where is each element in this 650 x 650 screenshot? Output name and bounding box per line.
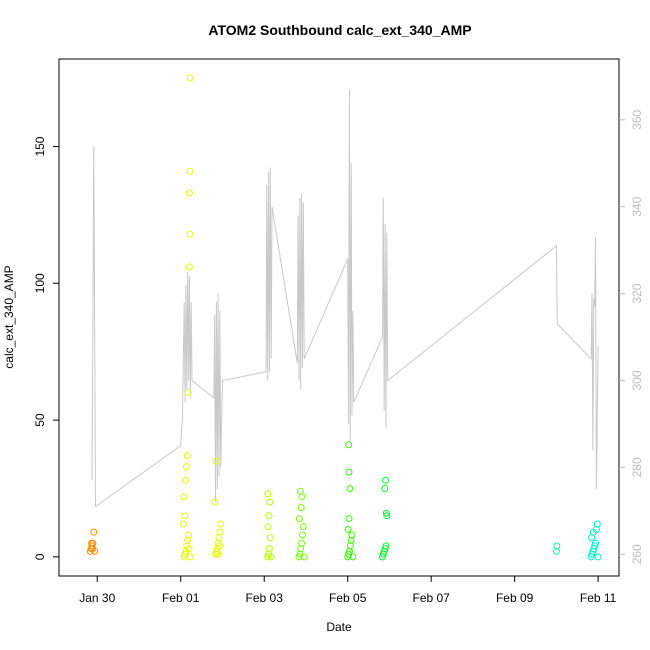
- x-tick-label: Feb 05: [329, 591, 367, 605]
- data-point: [295, 515, 303, 523]
- data-point: [345, 441, 353, 449]
- y2-tick-label: 320: [630, 283, 644, 303]
- data-point: [345, 515, 353, 523]
- data-point: [382, 542, 390, 550]
- x-axis-label: Date: [326, 620, 352, 634]
- data-point: [382, 509, 390, 517]
- y-tick-label: 150: [33, 136, 47, 156]
- data-point: [186, 553, 194, 561]
- y-axis-left: 0 50 100 150: [33, 136, 59, 560]
- data-point: [299, 531, 306, 539]
- y2-tick-label: 260: [630, 544, 644, 564]
- data-point: [88, 539, 96, 547]
- data-point: [300, 553, 308, 561]
- x-tick-label: Jan 30: [79, 591, 115, 605]
- data-point: [216, 528, 224, 536]
- y2-tick-label: 300: [630, 370, 644, 390]
- data-point: [553, 542, 561, 550]
- data-point: [299, 523, 307, 531]
- data-point: [298, 539, 306, 547]
- data-point: [217, 520, 225, 528]
- y-tick-label: 50: [33, 413, 47, 427]
- data-point: [297, 504, 305, 512]
- series-line: [91, 89, 599, 508]
- x-axis: Jan 30 Feb 01 Feb 03 Feb 05 Feb 07 Feb 09 Feb …: [79, 576, 617, 605]
- y-axis-label: calc_ext_340_AMP: [2, 265, 16, 368]
- y2-tick-label: 360: [630, 109, 644, 129]
- data-point: [344, 526, 352, 533]
- y-tick-label: 0: [33, 553, 47, 560]
- data-point: [180, 493, 188, 501]
- data-point: [347, 536, 355, 544]
- x-tick-label: Feb 07: [412, 591, 450, 605]
- data-point: [215, 534, 223, 542]
- data-point: [186, 167, 194, 175]
- y2-tick-label: 280: [630, 457, 644, 477]
- data-point: [382, 476, 389, 484]
- data-point: [186, 230, 194, 238]
- y-tick-label: 100: [33, 273, 47, 293]
- data-point: [185, 189, 193, 197]
- data-point: [267, 553, 275, 561]
- data-point: [383, 512, 391, 520]
- data-point: [185, 545, 193, 553]
- data-point: [181, 512, 189, 520]
- x-tick-label: Feb 01: [162, 591, 200, 605]
- data-point: [182, 476, 189, 484]
- data-point: [266, 498, 274, 506]
- data-point: [264, 523, 272, 531]
- y-axis-right: 260 280 300 320 340 360: [619, 109, 644, 564]
- data-point: [184, 389, 192, 397]
- y2-tick-label: 340: [630, 196, 644, 216]
- data-point: [264, 490, 272, 498]
- x-tick-label: Feb 11: [580, 591, 617, 605]
- chart-title: ATOM2 Southbound calc_ext_340_AMP: [208, 22, 471, 38]
- data-point: [346, 542, 354, 550]
- data-point: [182, 463, 190, 471]
- data-point: [295, 553, 303, 561]
- data-point: [211, 498, 219, 506]
- data-point: [345, 468, 353, 476]
- data-point: [592, 539, 599, 547]
- data-point: [185, 531, 193, 539]
- x-tick-label: Feb 03: [246, 591, 284, 605]
- plot-frame: [58, 58, 620, 577]
- data-point: [90, 528, 98, 536]
- line-series-layer: [91, 89, 599, 508]
- data-point: [214, 550, 222, 558]
- data-point: [183, 452, 191, 460]
- data-point: [212, 457, 220, 465]
- data-point: [265, 545, 273, 553]
- data-point: [265, 512, 273, 520]
- data-point: [348, 531, 356, 539]
- data-point: [594, 553, 602, 561]
- data-point: [381, 485, 389, 492]
- data-point: [185, 263, 193, 271]
- data-point: [593, 520, 601, 528]
- data-point: [346, 485, 354, 492]
- data-point: [179, 520, 187, 528]
- x-tick-label: Feb 09: [496, 591, 534, 605]
- point-series-layer: [86, 74, 602, 561]
- data-point: [215, 542, 223, 550]
- data-point: [266, 534, 274, 542]
- data-point: [264, 553, 272, 561]
- data-point: [186, 74, 194, 82]
- data-point: [349, 553, 357, 561]
- data-point: [296, 487, 304, 495]
